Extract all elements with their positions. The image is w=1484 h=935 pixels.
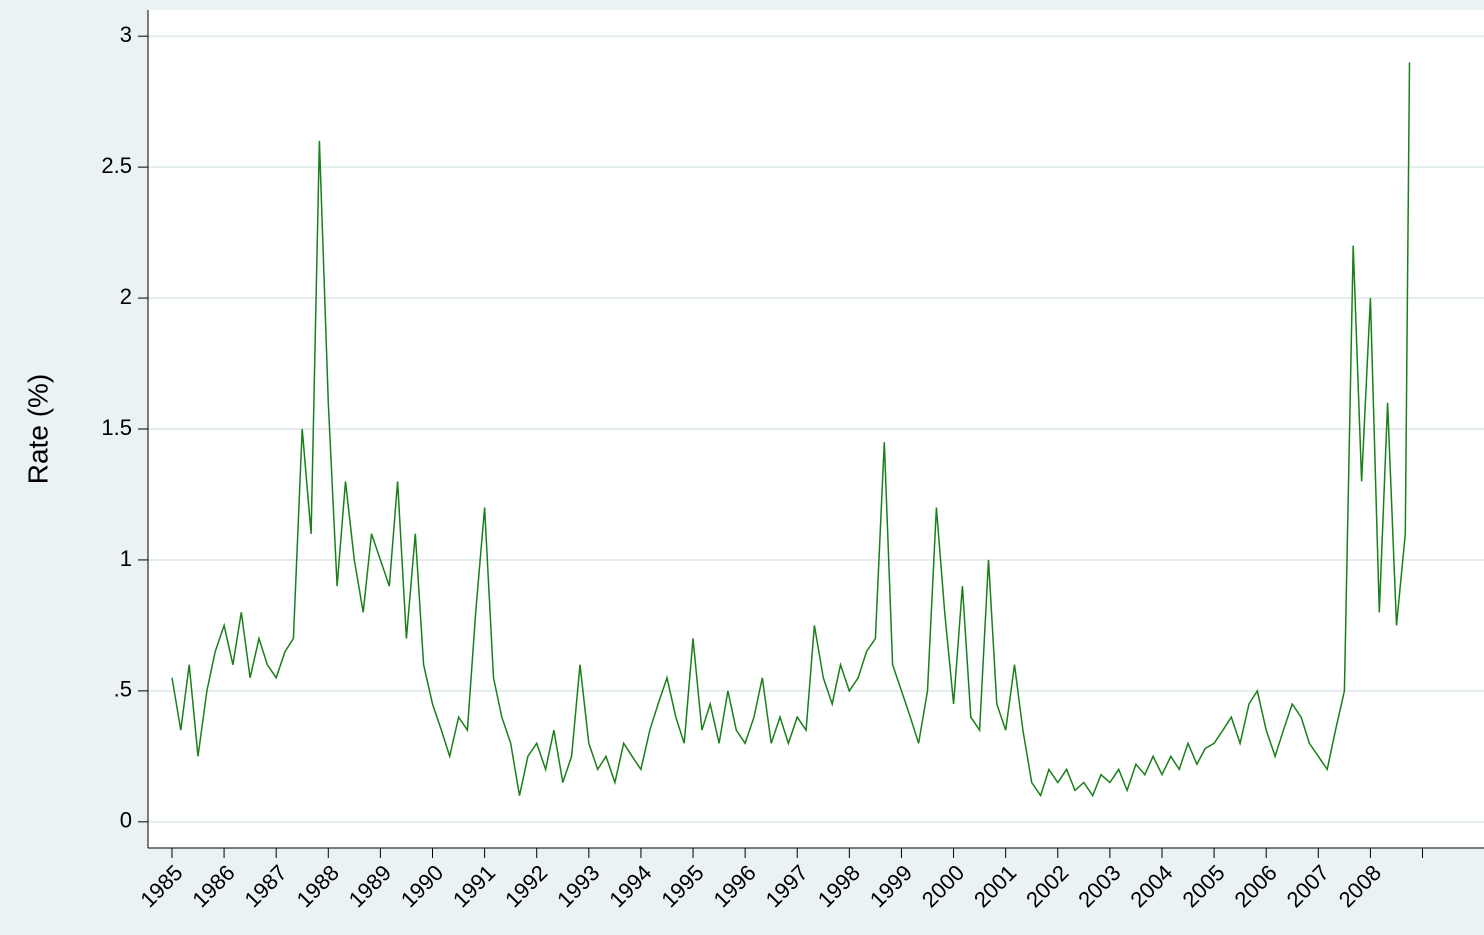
x-tick-label: 1997	[761, 860, 813, 912]
x-tick-label: 1991	[448, 860, 500, 912]
x-tick-label: 2007	[1282, 860, 1334, 912]
x-tick-label: 1988	[292, 860, 344, 912]
y-tick-label: 1.5	[101, 415, 132, 440]
y-tick-label: 2	[120, 284, 132, 309]
x-tick-label: 1990	[396, 860, 448, 912]
x-tick-label: 2004	[1125, 860, 1177, 912]
x-tick-label: 1999	[865, 860, 917, 912]
x-tick-label: 2001	[969, 860, 1021, 912]
x-tick-label: 1993	[552, 860, 604, 912]
x-tick-label: 2008	[1334, 860, 1386, 912]
y-axis-label: Rate (%)	[22, 374, 53, 484]
x-tick-label: 2006	[1230, 860, 1282, 912]
x-tick-label: 1985	[135, 860, 187, 912]
x-tick-label: 2002	[1021, 860, 1073, 912]
x-tick-label: 1994	[604, 860, 656, 912]
x-tick-label: 1992	[500, 860, 552, 912]
y-tick-label: 1	[120, 546, 132, 571]
x-tick-label: 1989	[344, 860, 396, 912]
x-tick-label: 1986	[187, 860, 239, 912]
y-tick-label: 2.5	[101, 153, 132, 178]
data-line	[171, 62, 1411, 798]
x-tick-label: 1987	[240, 860, 292, 912]
x-tick-label: 1998	[813, 860, 865, 912]
x-tick-label: 1995	[656, 860, 708, 912]
x-tick-label: 2003	[1073, 860, 1125, 912]
y-tick-label: .5	[114, 677, 132, 702]
y-tick-label: 0	[120, 808, 132, 833]
x-tick-label: 2000	[917, 860, 969, 912]
x-tick-label: 1996	[708, 860, 760, 912]
x-tick-label: 2005	[1177, 860, 1229, 912]
y-tick-label: 3	[120, 22, 132, 47]
